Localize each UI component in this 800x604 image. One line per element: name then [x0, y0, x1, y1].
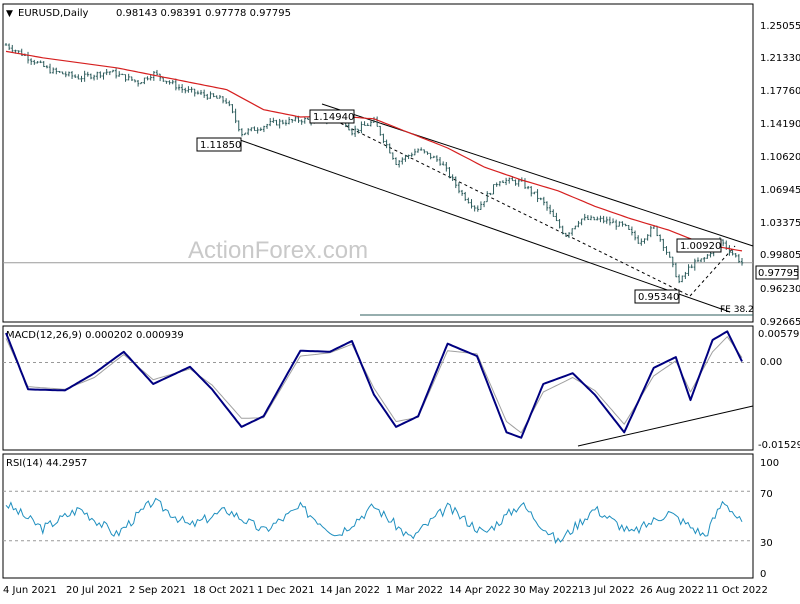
upper-channel-line: [321, 103, 754, 247]
annotation-label: 1.00920: [680, 241, 721, 252]
rsi-line: [5, 497, 743, 545]
price-tick-label: 0.92665: [760, 317, 800, 328]
annotation-box: [309, 109, 355, 124]
price-tick-label: 0.99805: [760, 250, 800, 261]
price-tick-label: 1.10620: [760, 152, 800, 163]
annotation-label: 0.95340: [638, 292, 679, 303]
watermark: ActionForex.com: [188, 237, 368, 264]
macd-signal-line: [5, 336, 743, 434]
moving-average-line: [5, 50, 743, 252]
rsi-panel-frame: [2, 453, 754, 579]
rsi-series: [3, 490, 753, 545]
dashed-trendline: [689, 245, 736, 297]
price-annotations: 1.11850 1.14940 1.00920 0.95340 FE 38.2: [196, 109, 754, 316]
x-tick-label: 13 Jul 2022: [578, 585, 635, 596]
rsi-title: RSI(14) 44.2957: [6, 458, 87, 469]
fe-label: FE 38.2: [720, 305, 754, 315]
x-tick-label: 14 Jan 2022: [320, 585, 380, 596]
current-price-marker: 0.97795: [755, 265, 799, 280]
x-axis: 4 Jun 2021 20 Jul 2021 2 Sep 2021 18 Oct…: [3, 585, 768, 596]
price-y-axis: 1.25055 1.21330 1.17760 1.14190 1.10620 …: [760, 21, 800, 328]
x-tick-label: 14 Apr 2022: [449, 585, 511, 596]
x-tick-label: 18 Oct 2021: [193, 585, 255, 596]
price-tick-label: 1.21330: [760, 53, 800, 64]
rsi-tick-label: 30: [760, 538, 773, 549]
candlestick-series: [4, 42, 744, 284]
price-guides: [3, 103, 754, 313]
x-tick-label: 30 May 2022: [513, 585, 578, 596]
symbol-label: EURUSD,Daily: [18, 8, 89, 19]
macd-tick-label: 0.005798: [758, 329, 800, 340]
price-tick-label: 0.96230: [760, 284, 800, 295]
x-tick-label: 1 Dec 2021: [257, 585, 315, 596]
x-tick-label: 26 Aug 2022: [640, 585, 704, 596]
x-tick-label: 1 Mar 2022: [386, 585, 443, 596]
x-tick-label: 11 Oct 2022: [706, 585, 768, 596]
rsi-tick-label: 70: [760, 489, 773, 500]
price-tick-label: 1.25055: [760, 21, 800, 32]
rsi-y-axis: 100 70 30 0: [760, 458, 779, 580]
macd-tick-label: 0.00: [760, 357, 782, 368]
x-tick-label: 4 Jun 2021: [3, 585, 57, 596]
price-tick-label: 1.06945: [760, 185, 800, 196]
rsi-tick-label: 0: [760, 569, 766, 580]
macd-trendline: [577, 405, 754, 447]
price-tick-label: 1.14190: [760, 119, 800, 130]
price-tick-label: 1.17760: [760, 86, 800, 97]
annotation-box: [634, 289, 680, 304]
annotation-label: 1.11850: [200, 140, 241, 151]
price-tick-label: 1.03375: [760, 218, 800, 229]
lower-channel-line: [239, 139, 731, 313]
annotation-box: [676, 238, 722, 253]
price-panel-triangle: ▼: [6, 9, 13, 19]
macd-tick-label: -0.015296: [758, 440, 800, 451]
annotation-box: [196, 137, 242, 152]
current-price-box: [755, 265, 799, 280]
rsi-tick-label: 100: [760, 458, 779, 469]
annotation-label: 1.14940: [313, 112, 354, 123]
macd-title: MACD(12,26,9) 0.000202 0.000939: [6, 330, 184, 341]
moving-average-series: [5, 50, 743, 252]
macd-line: [5, 330, 743, 439]
price-panel-frame: [2, 3, 754, 323]
ohlc-label: 0.98143 0.98391 0.97778 0.97795: [116, 8, 291, 19]
macd-panel-frame: [2, 325, 754, 451]
macd-series: [3, 330, 754, 447]
x-tick-label: 20 Jul 2021: [66, 585, 123, 596]
macd-y-axis: 0.005798 0.00 -0.015296: [758, 329, 800, 451]
current-price-label: 0.97795: [758, 268, 799, 279]
x-tick-label: 2 Sep 2021: [129, 585, 186, 596]
